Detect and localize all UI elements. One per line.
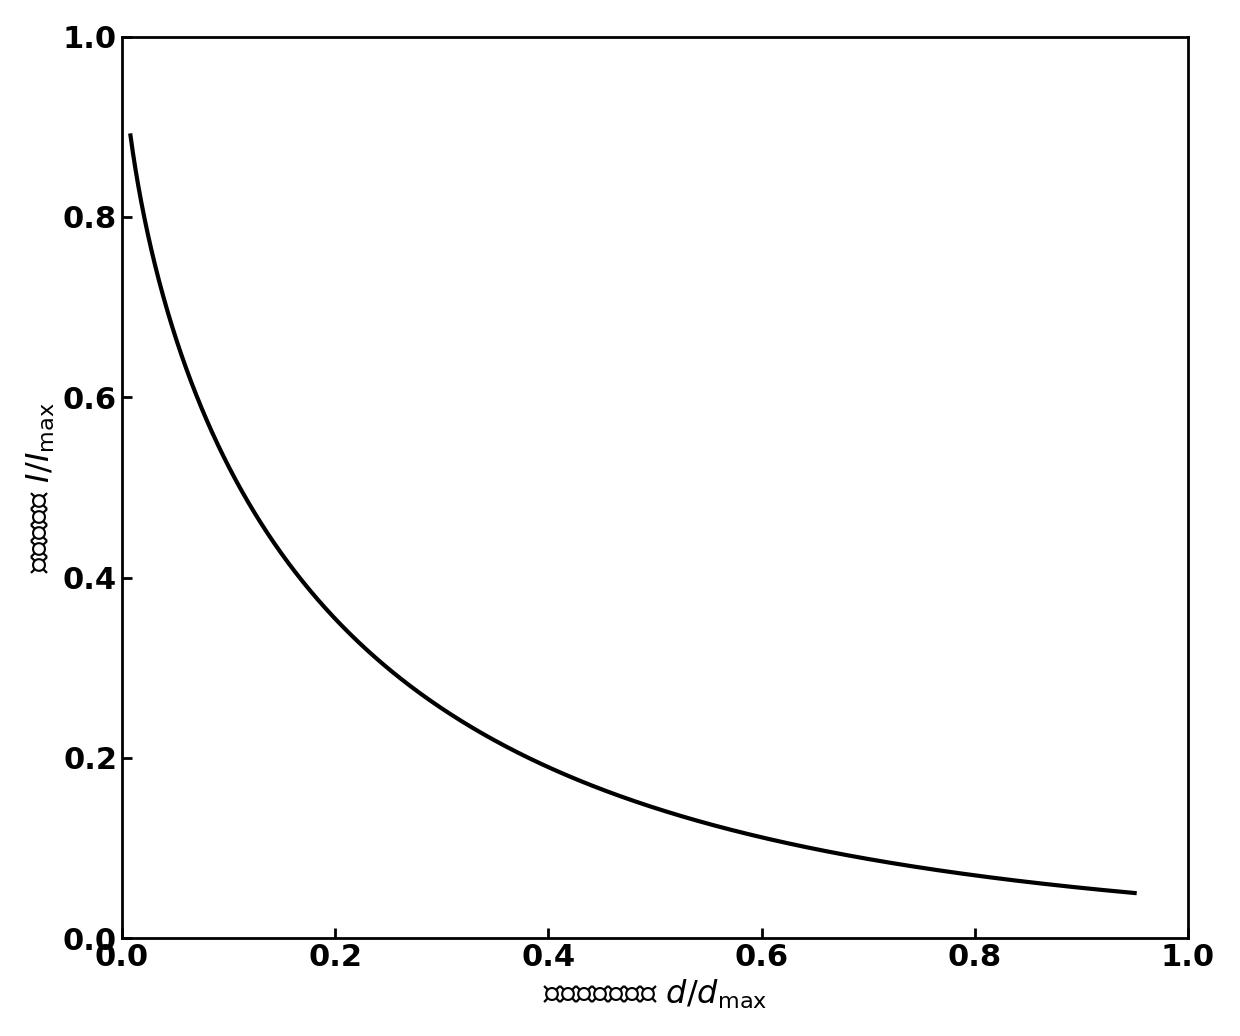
X-axis label: 归一化瞬准间隙 $d/d_{\rm max}$: 归一化瞬准间隙 $d/d_{\rm max}$ bbox=[543, 978, 768, 1011]
Y-axis label: 归一化电流 $I/I_{\rm max}$: 归一化电流 $I/I_{\rm max}$ bbox=[25, 402, 57, 573]
